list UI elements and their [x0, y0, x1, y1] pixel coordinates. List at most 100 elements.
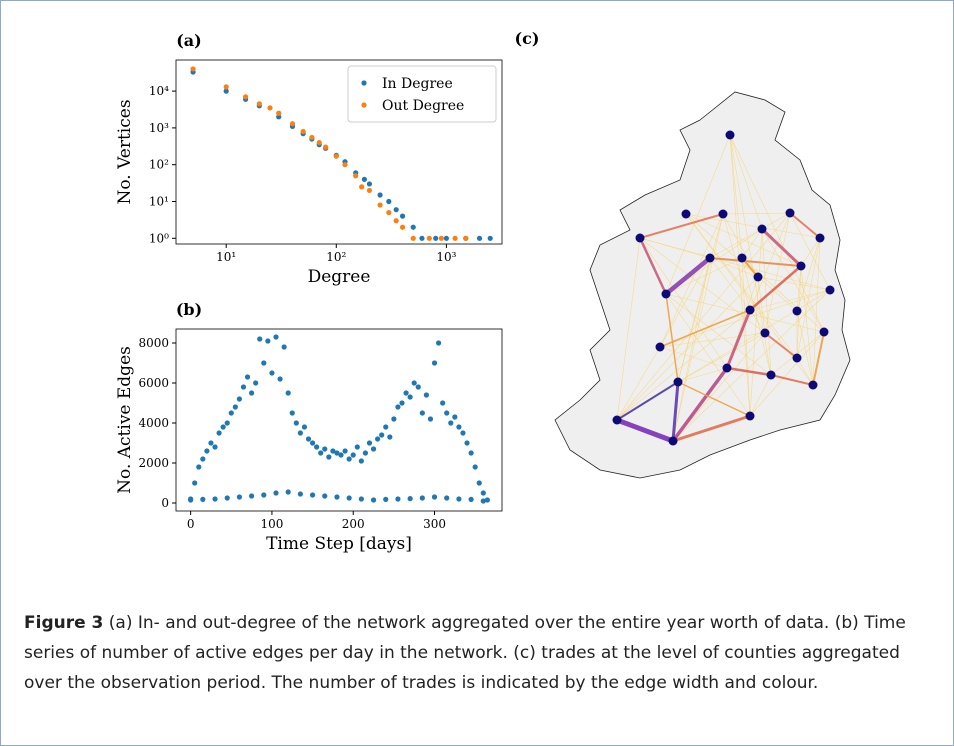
map: [554, 91, 851, 479]
point: [419, 235, 425, 241]
point: [358, 496, 364, 502]
point: [273, 490, 279, 496]
point: [395, 496, 401, 502]
y-tick-label: 10⁰: [149, 231, 169, 245]
network-edge: [709, 212, 791, 259]
network-edge: [757, 276, 766, 334]
network-edge: [671, 380, 680, 443]
point: [240, 384, 247, 390]
point: [236, 494, 243, 500]
point: [431, 494, 438, 500]
county-node: [825, 285, 835, 295]
county-node: [718, 209, 728, 219]
network-edge: [725, 366, 773, 377]
point: [204, 448, 210, 454]
point: [438, 235, 444, 241]
x-axis-label: Time Step [days]: [266, 534, 412, 554]
network-edge: [616, 212, 791, 421]
network-edge: [722, 213, 759, 278]
network-edge: [789, 212, 821, 239]
point: [353, 173, 359, 179]
county-node: [792, 353, 802, 363]
point: [257, 336, 263, 342]
y-tick-label: 8000: [138, 336, 169, 350]
point: [426, 235, 432, 241]
point: [253, 380, 259, 386]
point: [433, 235, 439, 241]
legend-marker: [361, 102, 367, 108]
point: [276, 114, 282, 120]
point: [334, 450, 340, 456]
point: [269, 370, 275, 376]
network-edge: [639, 213, 724, 239]
network-edge: [725, 308, 752, 370]
y-axis-label: No. Active Edges: [115, 346, 135, 494]
point: [322, 493, 328, 499]
point: [391, 416, 397, 422]
county-node: [668, 436, 678, 446]
network-edge: [741, 257, 825, 333]
network-edge: [749, 309, 766, 334]
point: [377, 202, 383, 208]
county-node: [815, 233, 825, 243]
point: [480, 490, 486, 496]
point: [277, 376, 283, 382]
network-edge: [659, 346, 728, 369]
point: [200, 456, 206, 462]
legend-label: Out Degree: [382, 98, 464, 114]
point: [463, 235, 469, 241]
point: [375, 436, 381, 442]
network-edge: [796, 237, 821, 359]
network-edge: [761, 228, 825, 333]
point: [244, 374, 251, 380]
y-tick-label: 10¹: [149, 194, 169, 208]
point: [249, 390, 255, 396]
point: [223, 88, 229, 94]
point: [377, 192, 383, 198]
network-edge: [639, 237, 728, 369]
network-edge: [749, 374, 772, 417]
point: [427, 416, 434, 422]
network-edge: [812, 237, 821, 386]
point: [285, 489, 291, 495]
point: [435, 340, 442, 346]
point: [452, 414, 458, 420]
county-node: [792, 306, 802, 316]
network-edge: [659, 289, 831, 348]
county-node: [808, 380, 818, 390]
point: [309, 134, 315, 141]
point: [399, 213, 406, 219]
point: [407, 496, 413, 502]
county-node: [757, 224, 767, 234]
point: [293, 420, 299, 426]
network-edge: [760, 227, 803, 268]
point: [419, 410, 425, 416]
point: [309, 492, 316, 498]
network-edge: [789, 212, 831, 291]
point: [314, 444, 320, 450]
point: [228, 410, 234, 416]
point: [285, 390, 291, 396]
point: [370, 497, 377, 503]
plot-frame: [175, 328, 503, 512]
point: [330, 448, 336, 454]
point: [484, 497, 490, 503]
y-tick-label: 0: [161, 496, 169, 510]
county-node: [745, 305, 755, 315]
point: [323, 144, 329, 150]
point: [410, 224, 416, 230]
point: [386, 198, 392, 205]
x-tick-label: 10³: [436, 250, 456, 264]
point: [361, 176, 367, 182]
x-tick-label: 10¹: [216, 250, 236, 264]
point: [383, 496, 389, 502]
point: [464, 440, 470, 446]
point: [370, 446, 377, 452]
county-node: [737, 253, 747, 263]
network-edge: [800, 237, 821, 267]
point: [452, 235, 458, 241]
point: [301, 424, 308, 430]
network-edge: [665, 293, 751, 417]
point: [232, 404, 238, 410]
y-tick-label: 6000: [138, 376, 169, 390]
